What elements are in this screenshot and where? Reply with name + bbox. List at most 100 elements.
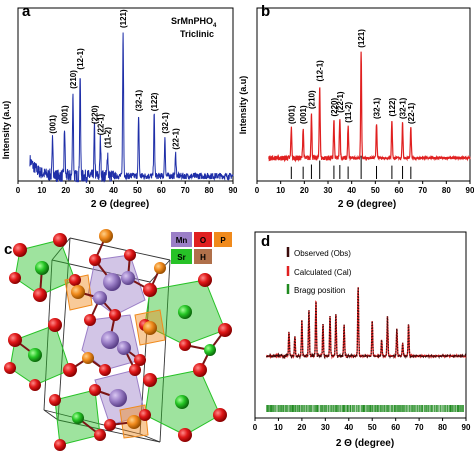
x-tick-label: 60 bbox=[157, 186, 166, 195]
legend-bragg-label: Bragg position bbox=[294, 286, 345, 295]
legend-label-h: H bbox=[200, 253, 206, 262]
atom bbox=[8, 333, 22, 347]
atom bbox=[72, 412, 84, 424]
rietveld-chart-d: d Observed (Obs) Calculated (Cal) Bragg … bbox=[253, 231, 471, 449]
atom bbox=[218, 323, 232, 337]
atom bbox=[124, 249, 136, 261]
x-tick-label: 10 bbox=[276, 186, 285, 195]
x-tick-label: 50 bbox=[368, 423, 377, 432]
unit-cell-edge bbox=[51, 237, 71, 261]
observed-line bbox=[266, 287, 467, 360]
atom bbox=[193, 363, 207, 377]
atom bbox=[53, 233, 67, 247]
atom bbox=[178, 305, 192, 319]
peak-label: (32-1) bbox=[135, 90, 144, 112]
atom bbox=[109, 309, 121, 321]
unit-cell-edge bbox=[69, 237, 171, 261]
x-tick-label: 0 bbox=[16, 186, 21, 195]
peak-label: (001) bbox=[61, 105, 70, 124]
legend-label-mn: Mn bbox=[176, 236, 188, 245]
x-tick-label: 30 bbox=[85, 186, 94, 195]
x-tick-label: 40 bbox=[344, 423, 353, 432]
peak-label: (122) bbox=[150, 92, 159, 111]
legend-d: Observed (Obs) Calculated (Cal) Bragg po… bbox=[286, 247, 352, 295]
atom bbox=[198, 273, 212, 287]
x-tick-label: 40 bbox=[109, 186, 118, 195]
x-tick-label: 30 bbox=[324, 186, 333, 195]
atom bbox=[139, 409, 151, 421]
peak-label: (210) bbox=[307, 90, 316, 109]
x-tick-label: 20 bbox=[61, 186, 70, 195]
legend-label-o: O bbox=[200, 236, 206, 245]
peak-label: (22-1) bbox=[407, 102, 416, 124]
unit-cell-edge bbox=[159, 259, 171, 443]
unit-cell-edge bbox=[43, 409, 141, 435]
atom bbox=[154, 262, 166, 274]
atom bbox=[109, 389, 127, 407]
atom bbox=[69, 274, 81, 286]
atom bbox=[49, 394, 61, 406]
plot-frame bbox=[256, 7, 471, 182]
legend-box-mn bbox=[171, 232, 192, 247]
atom bbox=[63, 363, 77, 377]
atom bbox=[204, 344, 216, 356]
legend-box-p bbox=[214, 232, 232, 247]
calculated-line bbox=[266, 287, 467, 360]
xrd-chart-b: b Intensity (a.u) 2 Θ (degree) 0 10 20 30 40… bbox=[238, 3, 474, 210]
atom bbox=[143, 373, 157, 387]
structure-legend: Mn O P Sr H bbox=[171, 232, 232, 264]
legend-box-sr bbox=[171, 249, 192, 264]
atom bbox=[134, 354, 146, 366]
unit-cell-edge bbox=[43, 259, 53, 411]
peak-label: (001) bbox=[299, 105, 308, 124]
atom bbox=[9, 272, 21, 284]
x-tick-label: 60 bbox=[395, 186, 404, 195]
atom bbox=[129, 364, 141, 376]
y-axis-label: Intensity (a.u) bbox=[1, 101, 11, 160]
x-tick-label: 30 bbox=[321, 423, 330, 432]
x-axis-label: 2 Θ (degree) bbox=[336, 438, 394, 449]
atom bbox=[99, 229, 113, 243]
atom bbox=[13, 243, 27, 257]
xrd-pattern-line bbox=[29, 32, 234, 183]
legend-box-h bbox=[194, 249, 212, 264]
atom bbox=[121, 271, 135, 285]
atom bbox=[117, 341, 131, 355]
atom bbox=[29, 379, 41, 391]
plot-frame bbox=[254, 231, 467, 419]
crystal-system-label: Triclinic bbox=[180, 29, 214, 39]
x-tick-label: 80 bbox=[438, 423, 447, 432]
x-tick-label: 90 bbox=[229, 186, 237, 195]
peak-label: (12-1) bbox=[316, 60, 325, 82]
atom bbox=[101, 331, 119, 349]
peak-label: (11-2) bbox=[104, 127, 113, 148]
atom bbox=[35, 261, 49, 275]
x-tick-label: 80 bbox=[205, 186, 214, 195]
peak-label: (32-1) bbox=[161, 112, 170, 134]
x-tick-label: 90 bbox=[466, 186, 474, 195]
panel-letter-b: b bbox=[261, 3, 270, 20]
atom bbox=[54, 439, 66, 451]
x-axis-label: 2 Θ (degree) bbox=[91, 199, 149, 210]
atom bbox=[4, 362, 16, 374]
atom bbox=[48, 318, 62, 332]
peak-label: (22-1) bbox=[336, 91, 345, 113]
atom bbox=[178, 428, 192, 442]
peak-label: (001) bbox=[49, 115, 58, 134]
x-tick-label: 10 bbox=[37, 186, 46, 195]
atom bbox=[127, 415, 141, 429]
peak-label: (121) bbox=[357, 29, 366, 48]
peak-label: (32-1) bbox=[373, 97, 382, 119]
peak-label: (210) bbox=[69, 70, 78, 89]
atom bbox=[84, 314, 96, 326]
x-tick-label: 70 bbox=[415, 423, 424, 432]
peak-label: (11-2) bbox=[344, 102, 353, 123]
y-axis-label: Intensity (a.u) bbox=[238, 76, 248, 135]
atom bbox=[99, 364, 111, 376]
peak-label: (32-1) bbox=[399, 97, 408, 119]
peak-label: (220) bbox=[90, 105, 99, 124]
peak-label: (001) bbox=[287, 105, 296, 124]
atom bbox=[143, 283, 157, 297]
panel-letter-d: d bbox=[261, 233, 270, 250]
xrd-chart-a: a SrMnPHO4 Triclinic Intensity (a.u) 2 Θ… bbox=[1, 3, 237, 210]
